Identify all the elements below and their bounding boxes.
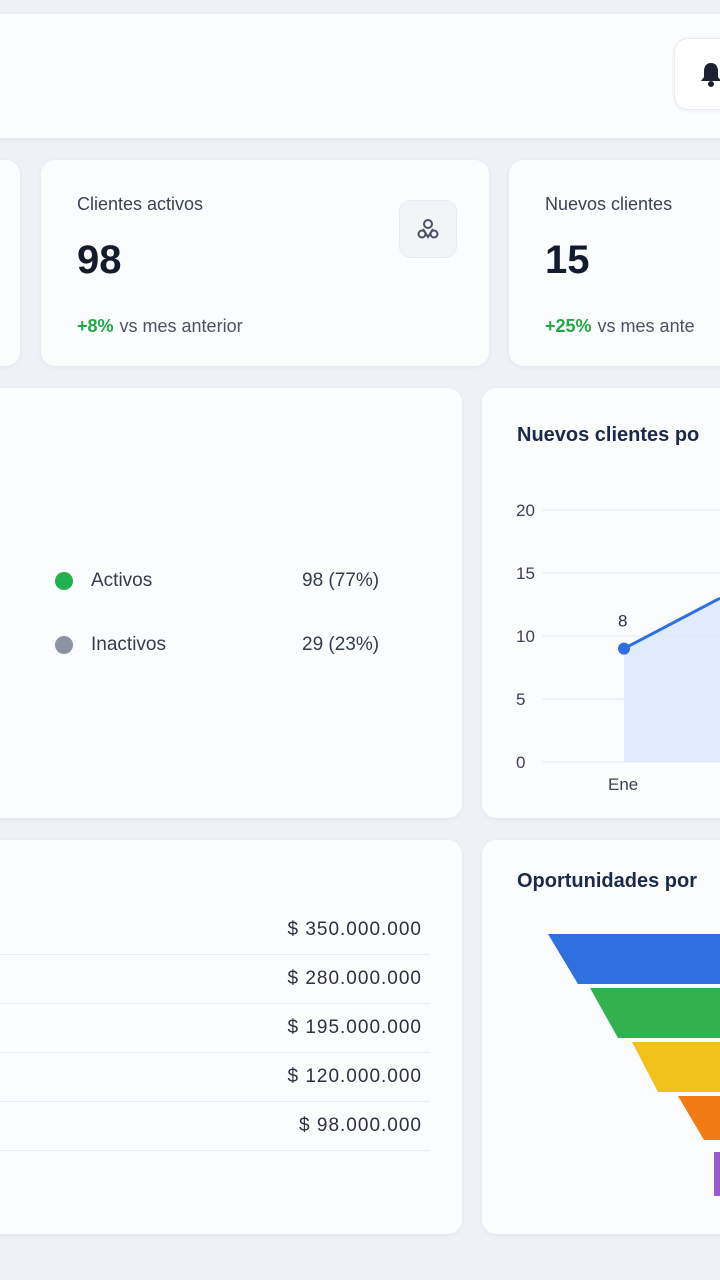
- legend-label-inactive: Inactivos: [91, 634, 166, 655]
- y-tick-label: 0: [516, 753, 525, 772]
- bell-icon: [701, 63, 720, 87]
- amount-value: $ 120.000.000: [287, 1066, 422, 1087]
- legend-value-inactive: 29 (23%): [302, 634, 380, 655]
- kpi-change: +8% vs mes anterior: [77, 316, 243, 337]
- amount-value: $ 195.000.000: [287, 1017, 422, 1038]
- kpi-label: Clientes activos: [77, 194, 204, 214]
- kpi-icon-button[interactable]: [399, 200, 457, 258]
- series-line: [623, 596, 720, 650]
- amount-row: $ 98.000.000: [0, 1101, 430, 1151]
- legend-dot-inactive: [55, 636, 73, 654]
- kpi-card-new-clients: Nuevos clientes 15 +25% vs mes ante: [509, 160, 720, 366]
- client-status-card: Activos 98 (77%) Inactivos 29 (23%): [0, 388, 462, 818]
- amount-row: $ 195.000.000: [0, 1003, 430, 1053]
- top-header-bar: [0, 14, 720, 138]
- funnel-stage[interactable]: [590, 988, 720, 1038]
- kpi-change-percent: +25%: [545, 316, 592, 336]
- x-tick-label: Ene: [608, 775, 638, 794]
- y-tick-label: 5: [516, 690, 525, 709]
- legend-value-active: 98 (77%): [302, 570, 380, 591]
- notifications-button[interactable]: [674, 38, 720, 110]
- kpi-value: 98: [77, 238, 122, 282]
- kpi-label: Nuevos clientes: [545, 194, 673, 214]
- funnel-stage[interactable]: [548, 934, 720, 984]
- funnel-stage[interactable]: [714, 1152, 720, 1196]
- amount-value: $ 350.000.000: [287, 919, 422, 940]
- amount-row: $ 120.000.000: [0, 1052, 430, 1102]
- y-tick-label: 20: [516, 501, 535, 520]
- kpi-change-text: vs mes anterior: [119, 316, 243, 336]
- legend-dot-active: [55, 572, 73, 590]
- funnel-stage[interactable]: [632, 1042, 720, 1092]
- amount-value: $ 280.000.000: [287, 968, 422, 989]
- data-point: [618, 642, 630, 655]
- funnel-stage[interactable]: [678, 1096, 720, 1140]
- y-tick-label: 15: [516, 564, 535, 583]
- amount-row: $ 350.000.000: [0, 905, 430, 955]
- kpi-value: 15: [545, 238, 590, 282]
- funnel-title: Oportunidades por: [517, 870, 697, 892]
- users-icon: [417, 219, 439, 239]
- legend-label-active: Activos: [91, 570, 153, 591]
- kpi-card-partial: [0, 160, 20, 366]
- opportunities-funnel: [548, 934, 720, 1196]
- kpi-card-active-clients: Clientes activos 98 +8% vs mes anterior: [41, 160, 489, 366]
- amount-value: $ 98.000.000: [299, 1115, 422, 1136]
- y-tick-label: 10: [516, 627, 535, 646]
- kpi-change-text: vs mes ante: [597, 316, 695, 336]
- kpi-change-percent: +8%: [77, 316, 114, 336]
- chart-title: Nuevos clientes po: [517, 424, 700, 446]
- amounts-card: $ 350.000.000 $ 280.000.000 $ 195.000.000 $…: [0, 840, 462, 1234]
- new-clients-chart: 0 5 10 15 20 8 Ene: [516, 501, 720, 794]
- data-label: 8: [618, 612, 627, 631]
- kpi-change: +25% vs mes ante: [545, 316, 695, 337]
- area-fill: [624, 598, 720, 762]
- amount-row: $ 280.000.000: [0, 954, 430, 1004]
